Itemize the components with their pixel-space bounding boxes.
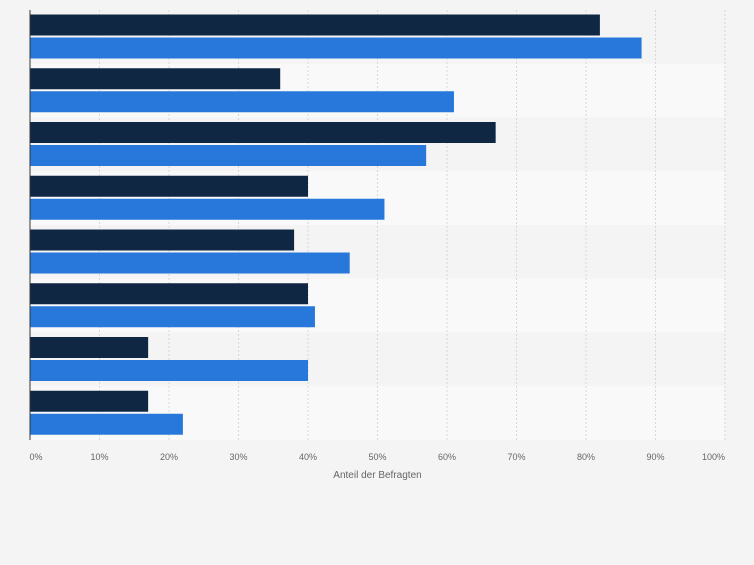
x-tick-label: 50%: [368, 452, 386, 462]
bar-series-1: [30, 175, 308, 197]
bar-series-2: [30, 37, 642, 59]
bar-series-2: [30, 145, 427, 166]
x-tick-label: 30%: [229, 452, 247, 462]
x-tick-label: 10%: [90, 452, 108, 462]
bar-series-2: [30, 91, 454, 113]
x-axis-title: Anteil der Befragten: [333, 470, 421, 481]
bar-series-2: [30, 252, 350, 274]
x-tick-label: 60%: [438, 452, 456, 462]
x-tick-label: 0%: [29, 452, 42, 462]
x-tick-labels: 0% 10% 20% 30% 40% 50% 60% 70% 80% 90% 100%: [29, 452, 725, 462]
x-tick-label: 80%: [577, 452, 595, 462]
bar-series-1: [30, 283, 308, 305]
x-tick-label: 40%: [299, 452, 317, 462]
bar-series-1: [30, 390, 149, 412]
bar-series-2: [30, 360, 308, 381]
bar-series-1: [30, 229, 295, 251]
bar-series-1: [30, 337, 149, 358]
bar-series-1: [30, 122, 496, 143]
bar-series-1: [30, 68, 281, 90]
bar-series-2: [30, 306, 315, 328]
bars: [30, 14, 642, 435]
bar-series-2: [30, 198, 385, 220]
bar-series-2: [30, 413, 183, 435]
x-tick-label: 100%: [702, 452, 725, 462]
bar-series-1: [30, 14, 600, 36]
x-tick-label: 20%: [160, 452, 178, 462]
x-tick-label: 90%: [646, 452, 664, 462]
x-tick-label: 70%: [507, 452, 525, 462]
